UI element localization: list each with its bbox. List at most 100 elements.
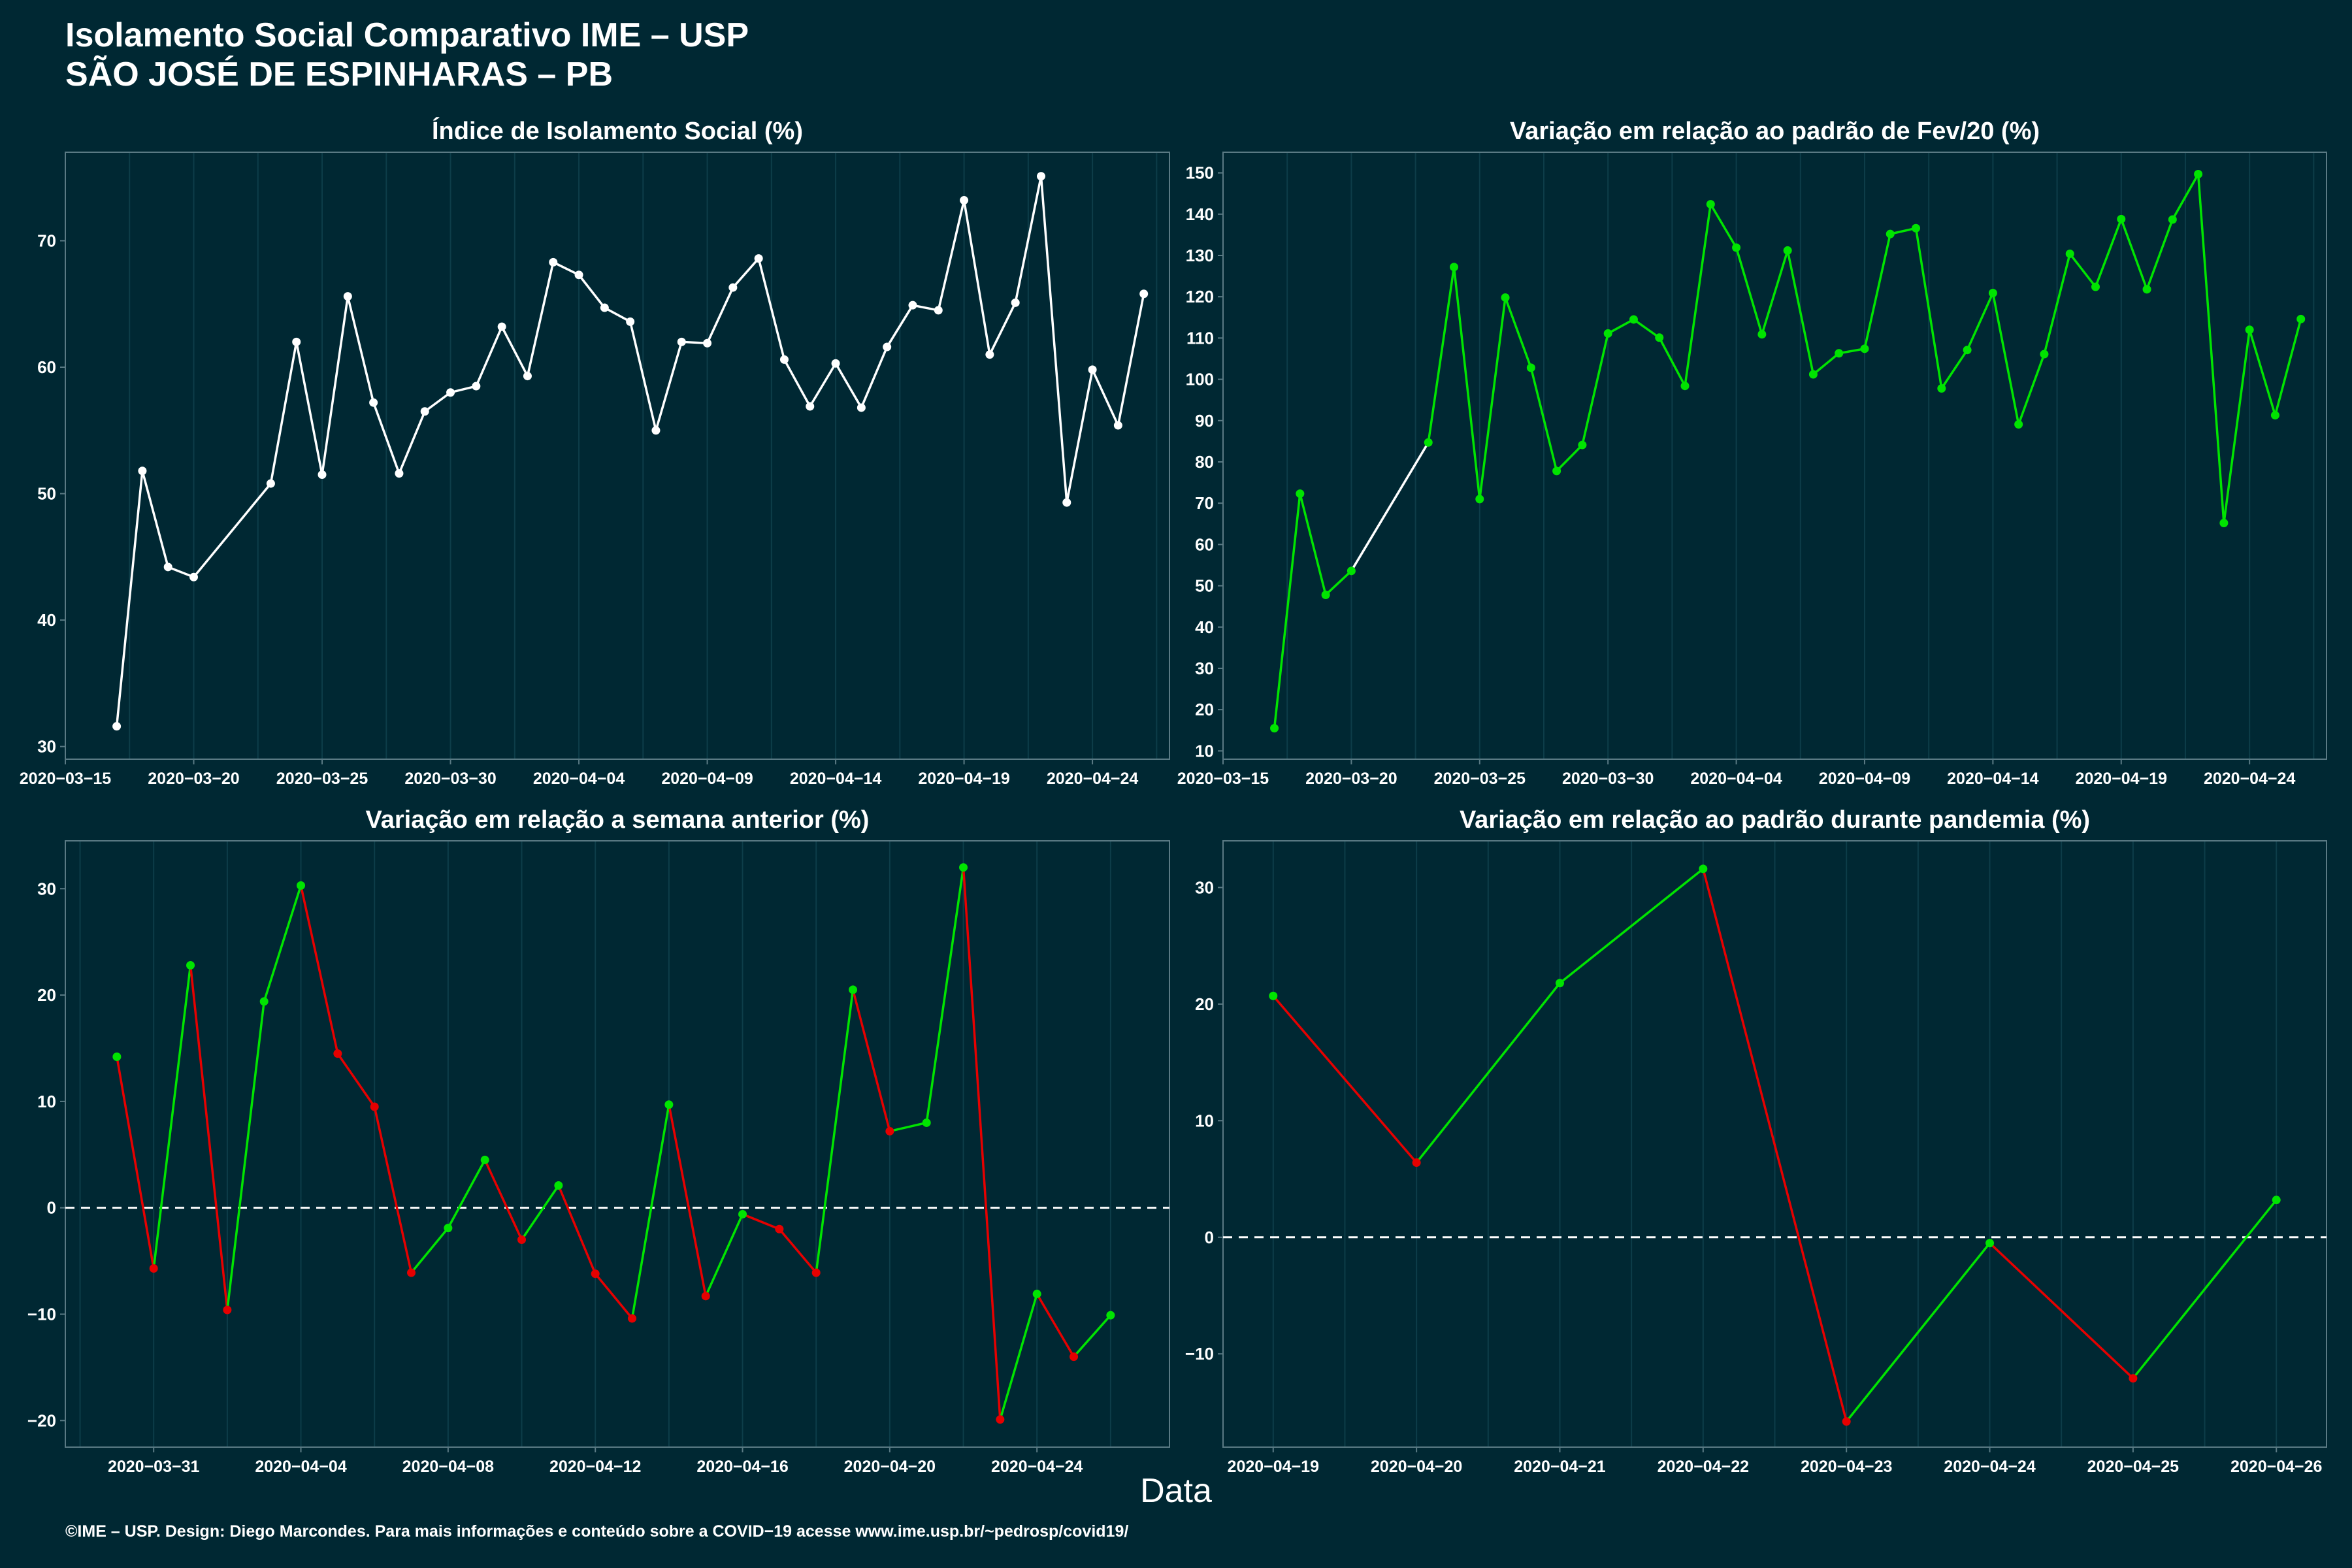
data-point [1985, 1239, 1995, 1248]
y-tick-label: 150 [1186, 163, 1214, 183]
chart-title: Variação em relação ao padrão durante pa… [1460, 806, 2090, 834]
data-point [1963, 346, 1972, 355]
series-segment [809, 362, 837, 408]
x-tick-label: 2020−03−25 [1434, 770, 1526, 788]
data-point [1937, 384, 1946, 393]
series-segment [1452, 265, 1481, 500]
data-point [2245, 325, 2254, 335]
x-tick-label: 2020−04−24 [1047, 770, 1139, 788]
series-segment [706, 286, 734, 344]
series-segment [1324, 570, 1353, 596]
data-point [1603, 329, 1612, 338]
data-point [2142, 285, 2151, 294]
series-segment [299, 884, 339, 1055]
y-tick-label: 120 [1186, 287, 1214, 306]
data-point [2168, 215, 2177, 224]
series-segment [1940, 348, 1968, 390]
data-point [922, 1118, 931, 1127]
data-point [1347, 566, 1356, 576]
data-point [370, 1102, 379, 1111]
data-point [1699, 864, 1708, 874]
panel-border [1222, 840, 2327, 1448]
data-point [574, 270, 583, 280]
data-point [163, 563, 172, 572]
y-tick-label: 130 [1186, 246, 1214, 265]
data-point [1655, 333, 1664, 342]
y-tick-label: 10 [37, 1092, 56, 1111]
series-segment [630, 1103, 670, 1320]
series-segment [2120, 218, 2148, 291]
series-segment [1607, 318, 1635, 335]
series-segment [1991, 291, 2020, 426]
series-segment [704, 1213, 744, 1298]
data-point [1680, 382, 1690, 391]
series-segment [741, 1213, 781, 1230]
data-point [1106, 1311, 1115, 1320]
x-tick-label: 2020−04−19 [918, 770, 1009, 788]
series-segment [423, 391, 452, 413]
y-tick-label: 70 [37, 231, 56, 250]
series-segment [192, 482, 272, 579]
data-point [1912, 223, 1921, 233]
series-segment [2094, 218, 2123, 288]
data-point [1501, 293, 1510, 302]
series-segment [1684, 203, 1712, 387]
data-point [628, 1314, 637, 1323]
data-point [333, 1049, 342, 1058]
data-point [318, 470, 327, 480]
data-point [149, 1264, 158, 1273]
data-point [1113, 421, 1122, 430]
data-point [996, 1415, 1005, 1424]
series-segment [1658, 336, 1686, 387]
data-point [1886, 229, 1895, 238]
x-tick-label: 2020−04−09 [1819, 770, 1910, 788]
data-point [223, 1305, 232, 1315]
series-segment [757, 257, 786, 361]
y-tick-label: 30 [37, 737, 56, 757]
series-segment [603, 306, 632, 323]
series-segment [1863, 233, 1892, 350]
series-segment [962, 199, 991, 356]
data-point [985, 350, 994, 359]
data-point [186, 960, 195, 970]
y-tick-label: 80 [1195, 452, 1214, 472]
chart-panel-2: Variação em relação ao padrão de Fev/20 … [1177, 118, 2327, 788]
series-segment [2068, 252, 2097, 288]
data-point [1808, 370, 1818, 379]
series-segment [410, 1226, 449, 1274]
data-point [554, 1181, 563, 1190]
data-point [138, 466, 147, 476]
x-tick-label: 2020−04−04 [533, 770, 625, 788]
series-segment [732, 257, 760, 289]
series-segment [1427, 265, 1456, 444]
figure-title-line-2: SÃO JOSÉ DE ESPINHARAS – PB [65, 56, 613, 93]
x-tick-label: 2020−04−12 [549, 1458, 641, 1476]
series-segment [1066, 368, 1094, 504]
data-point [1032, 1290, 1041, 1299]
y-tick-label: −20 [27, 1411, 56, 1430]
x-tick-label: 2020−04−19 [1228, 1458, 1319, 1476]
series-segment [398, 410, 426, 475]
series-segment [2274, 318, 2302, 417]
x-tick-label: 2020−03−30 [1562, 770, 1654, 788]
series-segment [295, 340, 323, 476]
data-point [1036, 172, 1045, 181]
data-point [1475, 495, 1484, 504]
series-segment [925, 866, 965, 1124]
series-segment [2223, 328, 2251, 525]
data-point [1706, 200, 1715, 209]
series-segment [851, 988, 891, 1133]
series-segment [594, 1272, 634, 1320]
series-segment [167, 566, 195, 579]
data-point [775, 1224, 784, 1233]
data-point [407, 1268, 416, 1277]
series-segment [1845, 1241, 1991, 1423]
series-segment [1036, 1292, 1075, 1358]
series-segment [526, 261, 555, 378]
x-tick-label: 2020−03−15 [20, 770, 112, 788]
chart-title: Índice de Isolamento Social (%) [432, 116, 803, 145]
x-tick-label: 2020−03−30 [404, 770, 496, 788]
series-segment [911, 304, 940, 312]
series-segment [680, 340, 709, 344]
chart-panel-3: Variação em relação a semana anterior (%… [27, 806, 1170, 1476]
